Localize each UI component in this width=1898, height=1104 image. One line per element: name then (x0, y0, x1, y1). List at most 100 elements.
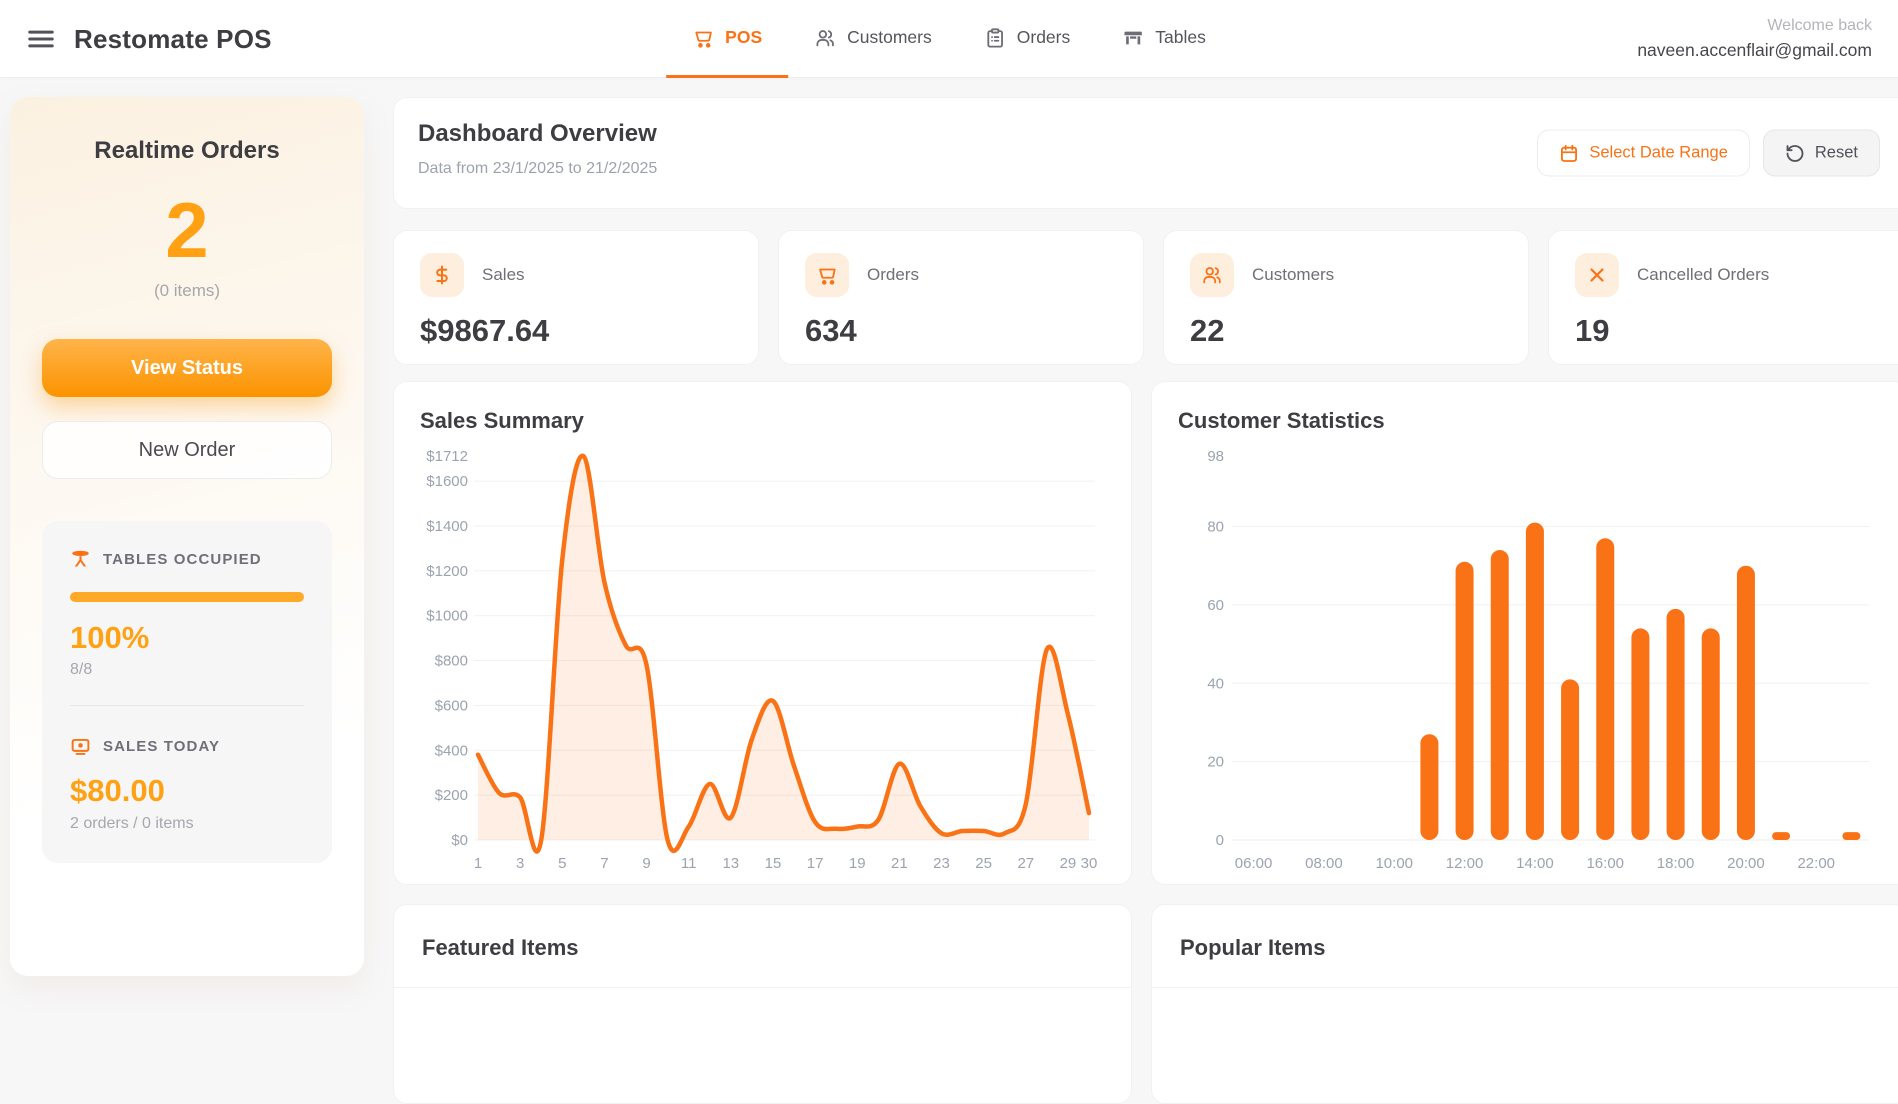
stat-label: Customers (1252, 265, 1335, 284)
sales-summary-line-chart: $1712 $1600 $1400 $1200 $1000 $800 $600 $400 $20… (426, 448, 1098, 872)
svg-text:16:00: 16:00 (1586, 855, 1624, 872)
svg-text:14:00: 14:00 (1516, 855, 1554, 872)
svg-text:22:00: 22:00 (1797, 855, 1835, 872)
svg-text:$1712: $1712 (426, 448, 468, 465)
svg-text:0: 0 (1216, 832, 1224, 849)
svg-text:17: 17 (807, 855, 824, 872)
svg-text:19: 19 (849, 855, 866, 872)
svg-text:$0: $0 (451, 832, 468, 849)
new-order-button[interactable]: New Order (42, 421, 332, 479)
svg-text:27: 27 (1017, 855, 1034, 872)
tables-occupied-percent: 100% (70, 620, 150, 655)
tab-customers[interactable]: Customers (788, 0, 958, 78)
cash-icon (70, 736, 91, 757)
tab-tables[interactable]: Tables (1096, 0, 1232, 78)
sidebar-title: Realtime Orders (94, 137, 280, 164)
sales-today-label: SALES TODAY (103, 738, 221, 755)
svg-text:18:00: 18:00 (1657, 855, 1695, 872)
tab-pos-label: POS (725, 27, 763, 47)
stat-value: 19 (1575, 313, 1610, 348)
customer-statistics-title: Customer Statistics (1178, 408, 1385, 433)
svg-text:9: 9 (642, 855, 650, 872)
stat-cards-row: Sales $9867.64 Orders 634 Customers 22 C… (393, 230, 1898, 365)
dashboard-header: Dashboard Overview Data from 23/1/2025 t… (393, 97, 1898, 209)
date-range-subtitle: Data from 23/1/2025 to 21/2/2025 (418, 160, 658, 177)
stat-value: 634 (805, 313, 857, 348)
sales-summary-title: Sales Summary (420, 408, 584, 433)
tables-occupied-fraction: 8/8 (70, 661, 93, 678)
sidebar-stats-card: TABLES OCCUPIED 100% 8/8 SALES TODAY $80… (42, 521, 332, 863)
stat-card-cancelled-orders: Cancelled Orders 19 (1548, 230, 1898, 365)
reset-button[interactable]: Reset (1762, 129, 1880, 177)
svg-text:12:00: 12:00 (1446, 855, 1484, 872)
tables-occupied-progress-bar (70, 592, 304, 602)
tab-customers-label: Customers (847, 27, 932, 47)
stat-label: Orders (867, 265, 919, 284)
svg-text:$1000: $1000 (426, 608, 468, 625)
sales-today-detail: 2 orders / 0 items (70, 815, 194, 832)
svg-text:60: 60 (1207, 597, 1224, 614)
svg-text:7: 7 (600, 855, 608, 872)
tab-pos[interactable]: POS (666, 0, 789, 78)
app-title: Restomate POS (74, 23, 272, 54)
tab-tables-label: Tables (1155, 27, 1206, 47)
user-email: naveen.accenflair@gmail.com (1637, 40, 1872, 60)
tab-orders[interactable]: Orders (958, 0, 1096, 78)
svg-text:30: 30 (1081, 855, 1098, 872)
select-date-range-button[interactable]: Select Date Range (1537, 129, 1750, 177)
view-status-button[interactable]: View Status (42, 339, 332, 397)
realtime-orders-sidebar: Realtime Orders 2 (0 items) View Status … (10, 97, 364, 976)
svg-text:3: 3 (516, 855, 524, 872)
featured-items-title: Featured Items (394, 905, 1131, 988)
svg-text:$400: $400 (435, 742, 468, 759)
svg-text:13: 13 (722, 855, 739, 872)
svg-text:$1600: $1600 (426, 473, 468, 490)
svg-text:21: 21 (891, 855, 908, 872)
rotate-ccw-icon (1785, 143, 1805, 163)
sales-today-amount: $80.00 (70, 773, 165, 808)
bottom-panels-row: Featured Items Popular Items (393, 904, 1898, 1104)
stat-value: $9867.64 (420, 313, 550, 348)
reset-label: Reset (1814, 143, 1858, 162)
realtime-order-count: 2 (165, 186, 209, 274)
nav-tabs: POS Customers Orders Tables (666, 0, 1232, 78)
svg-text:80: 80 (1207, 519, 1224, 536)
popular-items-title: Popular Items (1152, 905, 1898, 988)
svg-text:$1200: $1200 (426, 563, 468, 580)
sales-summary-card: Sales Summary $1712 $1600 $1400 $1200 $1000 $… (393, 381, 1132, 885)
top-nav-bar: Restomate POS POS Customers Orders Table… (0, 0, 1898, 78)
welcome-text: Welcome back (1767, 17, 1872, 34)
tab-orders-label: Orders (1016, 27, 1071, 47)
svg-text:$600: $600 (435, 697, 468, 714)
calendar-icon (1559, 143, 1579, 163)
svg-text:$200: $200 (435, 787, 468, 804)
svg-text:11: 11 (681, 855, 697, 872)
clipboard-icon (984, 27, 1006, 49)
divider (70, 705, 304, 706)
realtime-items-note: (0 items) (153, 281, 221, 300)
stat-card-customers: Customers 22 (1163, 230, 1529, 365)
header-actions: Select Date Range Reset (1537, 129, 1880, 177)
stat-label: Sales (482, 265, 525, 284)
stat-label: Cancelled Orders (1637, 265, 1770, 284)
svg-text:10:00: 10:00 (1375, 855, 1413, 872)
cart-icon (805, 253, 849, 297)
svg-text:23: 23 (933, 855, 950, 872)
svg-text:40: 40 (1207, 675, 1224, 692)
stat-value: 22 (1190, 313, 1225, 348)
svg-text:15: 15 (765, 855, 782, 872)
tables-occupied-label: TABLES OCCUPIED (103, 551, 262, 568)
svg-text:1: 1 (474, 855, 482, 872)
popular-items-panel: Popular Items (1151, 904, 1898, 1104)
round-table-icon (70, 549, 91, 570)
hamburger-icon[interactable] (26, 24, 56, 54)
svg-text:25: 25 (975, 855, 992, 872)
user-info: Welcome back naveen.accenflair@gmail.com (1637, 0, 1872, 78)
svg-text:20:00: 20:00 (1727, 855, 1765, 872)
dollar-icon (420, 253, 464, 297)
stat-card-sales: Sales $9867.64 (393, 230, 759, 365)
charts-row: Sales Summary $1712 $1600 $1400 $1200 $1000 $… (393, 381, 1898, 885)
brand: Restomate POS (26, 0, 272, 78)
x-icon (1575, 253, 1619, 297)
users-icon (814, 27, 836, 49)
